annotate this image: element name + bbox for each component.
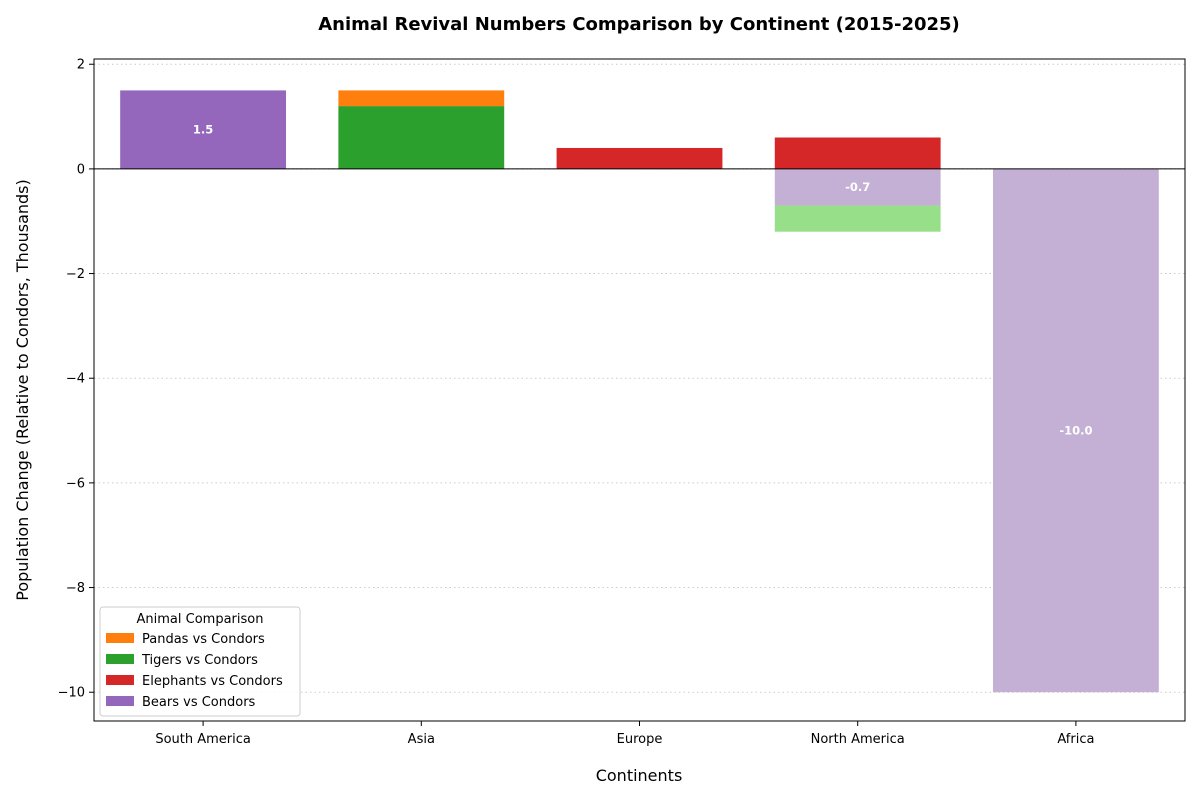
y-tick-label: −6 <box>66 476 85 491</box>
bar-segment <box>992 168 1159 693</box>
x-tick-label: Europe <box>617 732 663 747</box>
x-tick-label: South America <box>155 732 251 747</box>
bars <box>120 90 1159 693</box>
legend-swatch <box>106 675 134 685</box>
bar-segment <box>338 106 505 169</box>
x-axis-label: Continents <box>596 766 683 785</box>
data-label: -10.0 <box>1059 424 1092 438</box>
x-tick-label: Asia <box>408 732 435 747</box>
legend-label: Bears vs Condors <box>142 695 256 710</box>
y-tick-label: −2 <box>66 267 85 282</box>
bar-segment <box>774 168 941 206</box>
bar-segment <box>774 205 941 232</box>
x-tick-label: Africa <box>1057 732 1094 747</box>
data-label: -0.7 <box>845 180 870 194</box>
bar-segment <box>120 90 287 169</box>
chart-title: Animal Revival Numbers Comparison by Con… <box>318 14 960 35</box>
bar-segment <box>774 137 941 169</box>
y-axis: 2 0 −2 −4 −6 −8 −10 <box>58 58 94 701</box>
legend-swatch <box>106 654 134 664</box>
legend-label: Pandas vs Condors <box>142 632 265 647</box>
data-label: 1.5 <box>193 123 213 137</box>
data-labels: 1.5 -0.7 -10.0 <box>193 123 1093 438</box>
legend-title: Animal Comparison <box>137 612 264 627</box>
legend-box <box>99 606 301 717</box>
y-axis-label: Population Change (Relative to Condors, … <box>13 179 32 600</box>
y-tick-label: −10 <box>58 686 85 701</box>
x-axis: South America Asia Europe North America Afri… <box>155 721 1094 747</box>
legend-label: Elephants vs Condors <box>142 674 283 689</box>
x-tick-label: North America <box>811 732 905 747</box>
legend-label: Tigers vs Condors <box>141 653 258 668</box>
bar-segment <box>556 147 723 169</box>
legend-swatch <box>106 696 134 706</box>
y-tick-label: −8 <box>66 581 85 596</box>
legend-swatch <box>106 633 134 643</box>
legend: Animal Comparison Pandas vs Condors Tigers… <box>99 606 301 717</box>
y-tick-label: −4 <box>66 372 85 387</box>
y-tick-label: 0 <box>77 162 85 177</box>
bar-segment <box>338 90 505 107</box>
y-tick-label: 2 <box>77 58 85 73</box>
